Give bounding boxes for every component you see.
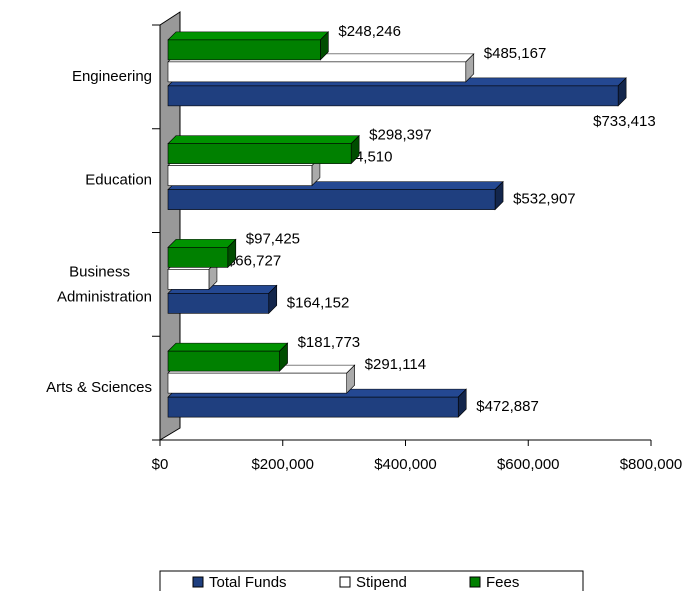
data-label: $298,397 [369,127,432,144]
bar [167,238,237,269]
data-label: $181,773 [298,334,361,351]
bar-face [167,269,210,290]
legend-swatch [469,576,481,588]
bar-face [167,165,313,186]
data-label: $532,907 [513,191,576,208]
bar-face [167,143,352,164]
y-tick-label: Education [85,172,152,189]
data-label: $472,887 [476,398,539,415]
bar-face [167,293,270,314]
data-label: $248,246 [338,23,401,40]
data-label: $733,413 [593,113,656,130]
legend-label: Fees [486,574,519,591]
legend-label: Stipend [356,574,407,591]
bar-face [167,31,330,41]
x-tick-label: $800,000 [620,456,683,473]
y-tick-label: Business Administration [57,263,152,305]
data-label: $66,727 [227,252,281,269]
bar-face [167,61,467,83]
y-tick-label: Arts & Sciences [46,379,152,396]
y-tick-label: Engineering [72,68,152,85]
data-label: $485,167 [484,45,547,62]
bar-face [167,342,289,352]
bar-face [167,350,280,372]
x-tick-label: $200,000 [251,456,314,473]
bar-face [167,239,237,248]
x-tick-label: $400,000 [374,456,437,473]
bar [167,134,360,165]
bar-face [167,372,347,394]
x-tick-label: $600,000 [497,456,560,473]
x-tick-label: $0 [152,456,169,473]
legend-label: Total Funds [209,574,287,591]
legend-swatch [339,576,351,588]
data-label: $97,425 [246,230,300,247]
bar-face [167,247,229,268]
bar-face [167,135,360,144]
bar-face [167,39,321,61]
bar-face [167,396,459,418]
bar-face [167,85,619,107]
bar-face [167,189,496,210]
data-label: $164,152 [287,294,350,311]
legend-swatch [192,576,204,588]
bar [167,342,289,372]
data-label: $291,114 [365,356,426,373]
bar [167,31,330,61]
